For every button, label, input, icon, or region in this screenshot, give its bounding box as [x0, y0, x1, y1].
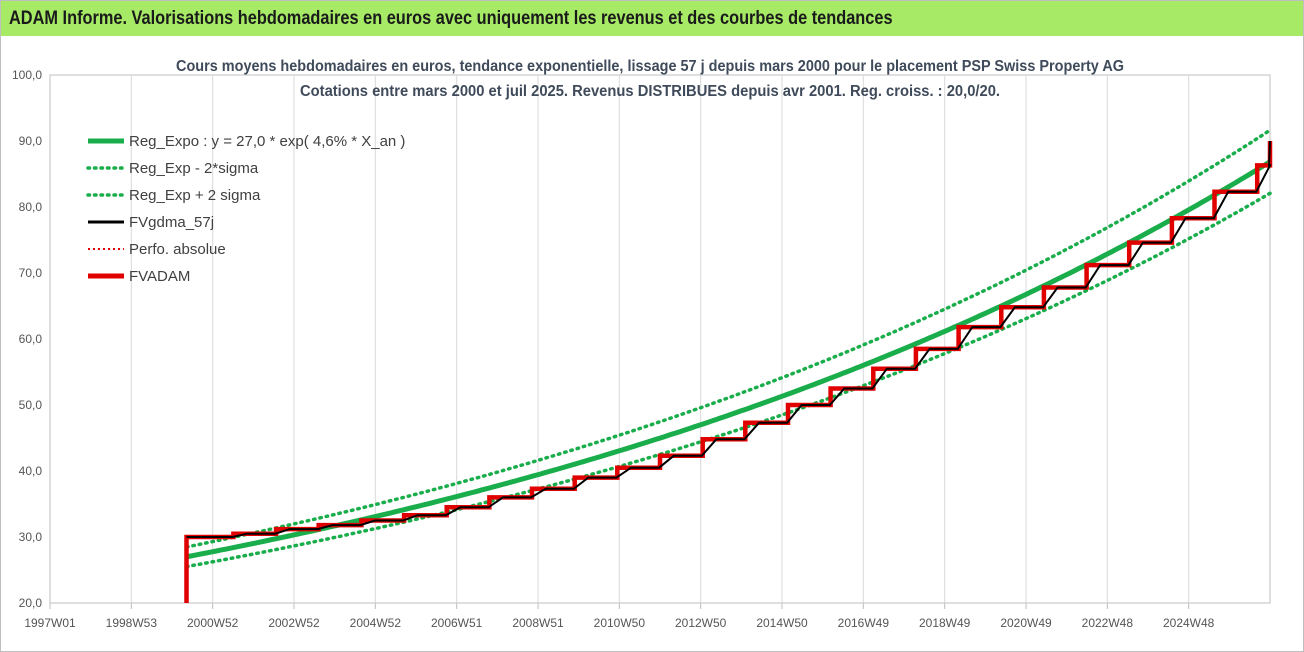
y-tick-label: 40,0: [19, 464, 43, 478]
legend-label: Perfo. absolue: [129, 241, 226, 258]
y-axis: 20,0 30,0 40,0 50,0 60,0 70,0 80,0 90,0 100,0: [12, 68, 42, 610]
series-fvadam: [184, 141, 1273, 603]
x-tick-label: 2004W52: [350, 616, 402, 630]
legend-label: FVgdma_57j: [129, 214, 214, 231]
y-tick-label: 60,0: [19, 332, 43, 346]
x-tick-label: 2018W49: [919, 616, 971, 630]
series-reg-minus-2sigma: [184, 191, 1272, 569]
y-tick-label: 70,0: [19, 266, 43, 280]
series-layer: [184, 128, 1273, 603]
report-header: ADAM Informe. Valorisations hebdomadaire…: [1, 1, 1303, 36]
chart-subtitle: Cotations entre mars 2000 et juil 2025. …: [300, 83, 1000, 100]
series-fvgdma-57j: [186, 140, 1272, 538]
y-tick-label: 30,0: [19, 530, 43, 544]
y-tick-label: 20,0: [19, 596, 43, 610]
y-tick-label: 50,0: [19, 398, 43, 412]
x-tick-label: 2002W52: [268, 616, 320, 630]
legend-label: Reg_Exp + 2 sigma: [129, 187, 261, 204]
x-tick-label: 2024W48: [1163, 616, 1215, 630]
x-tick-label: 2022W48: [1082, 616, 1134, 630]
x-tick-label: 2012W50: [675, 616, 727, 630]
report-title: ADAM Informe. Valorisations hebdomadaire…: [9, 8, 893, 29]
x-tick-label: 1997W01: [24, 616, 76, 630]
legend-label: FVADAM: [129, 268, 190, 285]
y-tick-label: 90,0: [19, 134, 43, 148]
y-tick-label: 100,0: [12, 68, 42, 82]
series-reg-plus-2sigma: [184, 128, 1272, 549]
x-tick-label: 2006W51: [431, 616, 483, 630]
x-tick-label: 2008W51: [512, 616, 564, 630]
x-tick-label: 2016W49: [838, 616, 890, 630]
gridlines: [130, 75, 1190, 603]
x-tick-label: 2014W50: [756, 616, 808, 630]
x-tick-label: 1998W53: [106, 616, 158, 630]
legend-label: Reg_Expo : y = 27,0 * exp( 4,6% * X_an ): [129, 133, 405, 150]
y-tick-label: 80,0: [19, 200, 43, 214]
x-tick-label: 2020W49: [1000, 616, 1052, 630]
legend-label: Reg_Exp - 2*sigma: [129, 160, 259, 177]
legend: Reg_Expo : y = 27,0 * exp( 4,6% * X_an )…: [86, 133, 405, 285]
x-tick-label: 2010W50: [594, 616, 646, 630]
plot-area: [49, 74, 1271, 604]
x-tick-label: 2000W52: [187, 616, 239, 630]
x-axis: 1997W01 1998W53 2000W52 2002W52 2004W52 2006W…: [24, 603, 1215, 630]
chart-title: Cours moyens hebdomadaires en euros, ten…: [176, 58, 1124, 75]
